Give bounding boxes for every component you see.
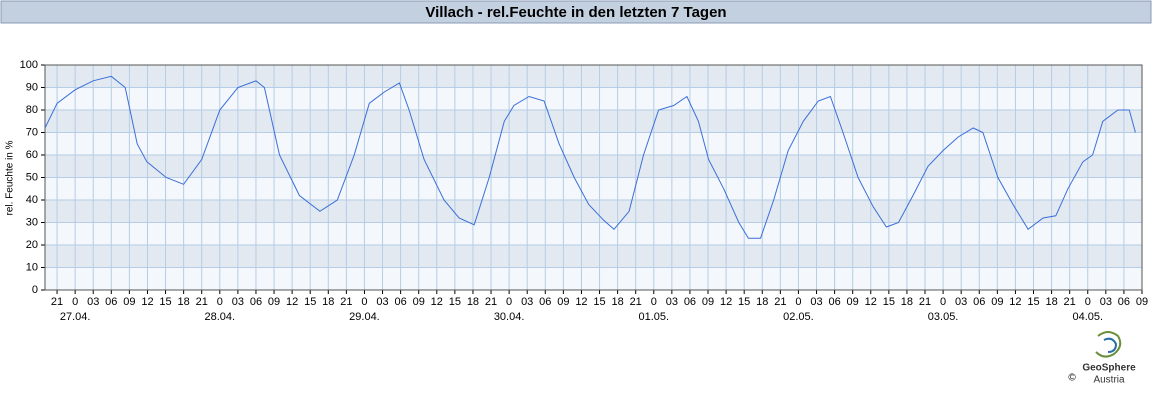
x-tick-label: 06 <box>250 296 262 308</box>
band <box>45 155 1142 178</box>
y-tick-label: 90 <box>26 81 38 93</box>
chart-title: Villach - rel.Feuchte in den letzten 7 T… <box>425 4 726 21</box>
band <box>45 65 1142 88</box>
x-tick-label: 09 <box>557 296 569 308</box>
x-tick-label: 21 <box>919 296 931 308</box>
x-tick-label: 09 <box>702 296 714 308</box>
date-label: 29.04. <box>349 311 380 323</box>
x-tick-label: 0 <box>651 296 657 308</box>
title-bar <box>0 0 1152 24</box>
x-tick-label: 09 <box>268 296 280 308</box>
x-tick-label: 12 <box>141 296 153 308</box>
x-tick-label: 18 <box>1045 296 1057 308</box>
x-tick-label: 03 <box>1100 296 1112 308</box>
x-tick-label: 0 <box>940 296 946 308</box>
x-tick-label: 03 <box>232 296 244 308</box>
y-tick-label: 100 <box>20 59 38 71</box>
x-tick-label: 18 <box>178 296 190 308</box>
y-tick-label: 80 <box>26 104 38 116</box>
x-tick-label: 03 <box>955 296 967 308</box>
y-tick-label: 50 <box>26 171 38 183</box>
x-tick-label: 0 <box>72 296 78 308</box>
x-tick-label: 12 <box>1009 296 1021 308</box>
x-tick-label: 09 <box>991 296 1003 308</box>
x-tick-label: 03 <box>87 296 99 308</box>
x-tick-label: 09 <box>847 296 859 308</box>
x-tick-label: 0 <box>361 296 367 308</box>
x-tick-label: 12 <box>575 296 587 308</box>
x-tick-label: 21 <box>485 296 497 308</box>
x-tick-label: 18 <box>611 296 623 308</box>
x-tick-label: 12 <box>431 296 443 308</box>
y-tick-label: 70 <box>26 126 38 138</box>
date-label: 27.04. <box>60 311 91 323</box>
x-tick-label: 06 <box>105 296 117 308</box>
x-tick-label: 03 <box>521 296 533 308</box>
x-tick-label: 03 <box>376 296 388 308</box>
x-tick-label: 15 <box>883 296 895 308</box>
x-tick-label: 12 <box>720 296 732 308</box>
date-label: 30.04. <box>494 311 525 323</box>
y-tick-label: 60 <box>26 149 38 161</box>
date-label: 01.05. <box>638 311 669 323</box>
date-label: 04.05. <box>1072 311 1103 323</box>
date-label: 28.04. <box>204 311 235 323</box>
x-tick-label: 06 <box>539 296 551 308</box>
credit: GeoSphere <box>1082 363 1136 374</box>
x-tick-label: 18 <box>467 296 479 308</box>
x-tick-label: 15 <box>304 296 316 308</box>
y-axis-label: rel. Feuchte in % <box>5 140 16 215</box>
y-tick-label: 10 <box>26 261 38 273</box>
x-tick-label: 03 <box>810 296 822 308</box>
x-tick-label: 18 <box>901 296 913 308</box>
x-tick-label: 0 <box>506 296 512 308</box>
x-tick-label: 15 <box>738 296 750 308</box>
x-tick-label: 0 <box>795 296 801 308</box>
x-tick-label: 15 <box>593 296 605 308</box>
x-tick-label: 0 <box>217 296 223 308</box>
logo <box>1095 331 1122 358</box>
x-tick-label: 21 <box>51 296 63 308</box>
date-label: 03.05. <box>928 311 959 323</box>
x-tick-label: 06 <box>394 296 406 308</box>
x-tick-label: 09 <box>413 296 425 308</box>
y-tick-label: 20 <box>26 239 38 251</box>
x-tick-label: 03 <box>666 296 678 308</box>
plot-frame <box>44 64 1143 291</box>
humidity-line <box>44 75 1136 239</box>
x-tick-label: 12 <box>286 296 298 308</box>
x-tick-label: 06 <box>1118 296 1130 308</box>
y-tick-label: 0 <box>32 284 38 296</box>
band <box>45 110 1142 133</box>
x-tick-label: 21 <box>630 296 642 308</box>
x-tick-label: 21 <box>1064 296 1076 308</box>
x-tick-label: 06 <box>684 296 696 308</box>
y-tick-label: 30 <box>26 216 38 228</box>
x-tick-label: 21 <box>340 296 352 308</box>
x-tick-label: 15 <box>159 296 171 308</box>
x-tick-label: 06 <box>828 296 840 308</box>
x-tick-label: 12 <box>865 296 877 308</box>
x-tick-label: 0 <box>1085 296 1091 308</box>
y-tick-label: 40 <box>26 194 38 206</box>
date-label: 02.05. <box>783 311 814 323</box>
credit-sub: Austria <box>1093 375 1125 386</box>
x-tick-label: 15 <box>1027 296 1039 308</box>
x-tick-label: 15 <box>449 296 461 308</box>
x-tick-label: 18 <box>756 296 768 308</box>
x-tick-label: 06 <box>973 296 985 308</box>
x-tick-label: 09 <box>123 296 135 308</box>
band <box>45 245 1142 268</box>
x-tick-label: 21 <box>196 296 208 308</box>
band <box>45 200 1142 223</box>
x-tick-label: 21 <box>774 296 786 308</box>
copyright: © <box>1068 373 1076 384</box>
x-tick-label: 09 <box>1136 296 1148 308</box>
x-tick-label: 18 <box>322 296 334 308</box>
